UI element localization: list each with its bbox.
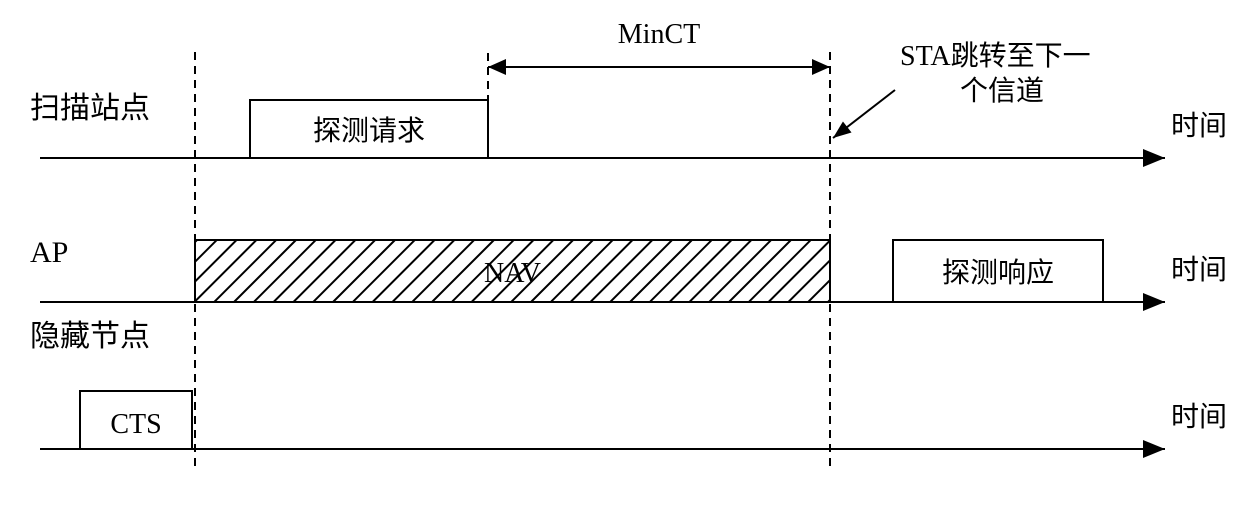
minct-label: MinCT <box>618 19 700 50</box>
ap-row-label: AP <box>30 236 68 269</box>
sta-time-label: 时间 <box>1171 110 1227 142</box>
cts-label: CTS <box>110 409 161 440</box>
probe-response-label: 探测响应 <box>942 257 1054 289</box>
hidden-axis <box>40 440 1165 458</box>
hidden-time-label: 时间 <box>1171 401 1227 433</box>
sta-axis <box>40 149 1165 167</box>
minct-arrow <box>488 59 830 75</box>
sta-row-label: 扫描站点 <box>30 92 150 125</box>
sta-hop-arrow <box>833 90 895 138</box>
sta-hop-label-1: STA跳转至下一 <box>900 40 1091 72</box>
probe-request-label: 探测请求 <box>313 115 425 147</box>
hidden-row-label: 隐藏节点 <box>30 320 150 353</box>
sta-hop-label-2: 个信道 <box>960 75 1044 107</box>
ap-time-label: 时间 <box>1171 254 1227 286</box>
nav-label: NAV <box>484 258 541 289</box>
